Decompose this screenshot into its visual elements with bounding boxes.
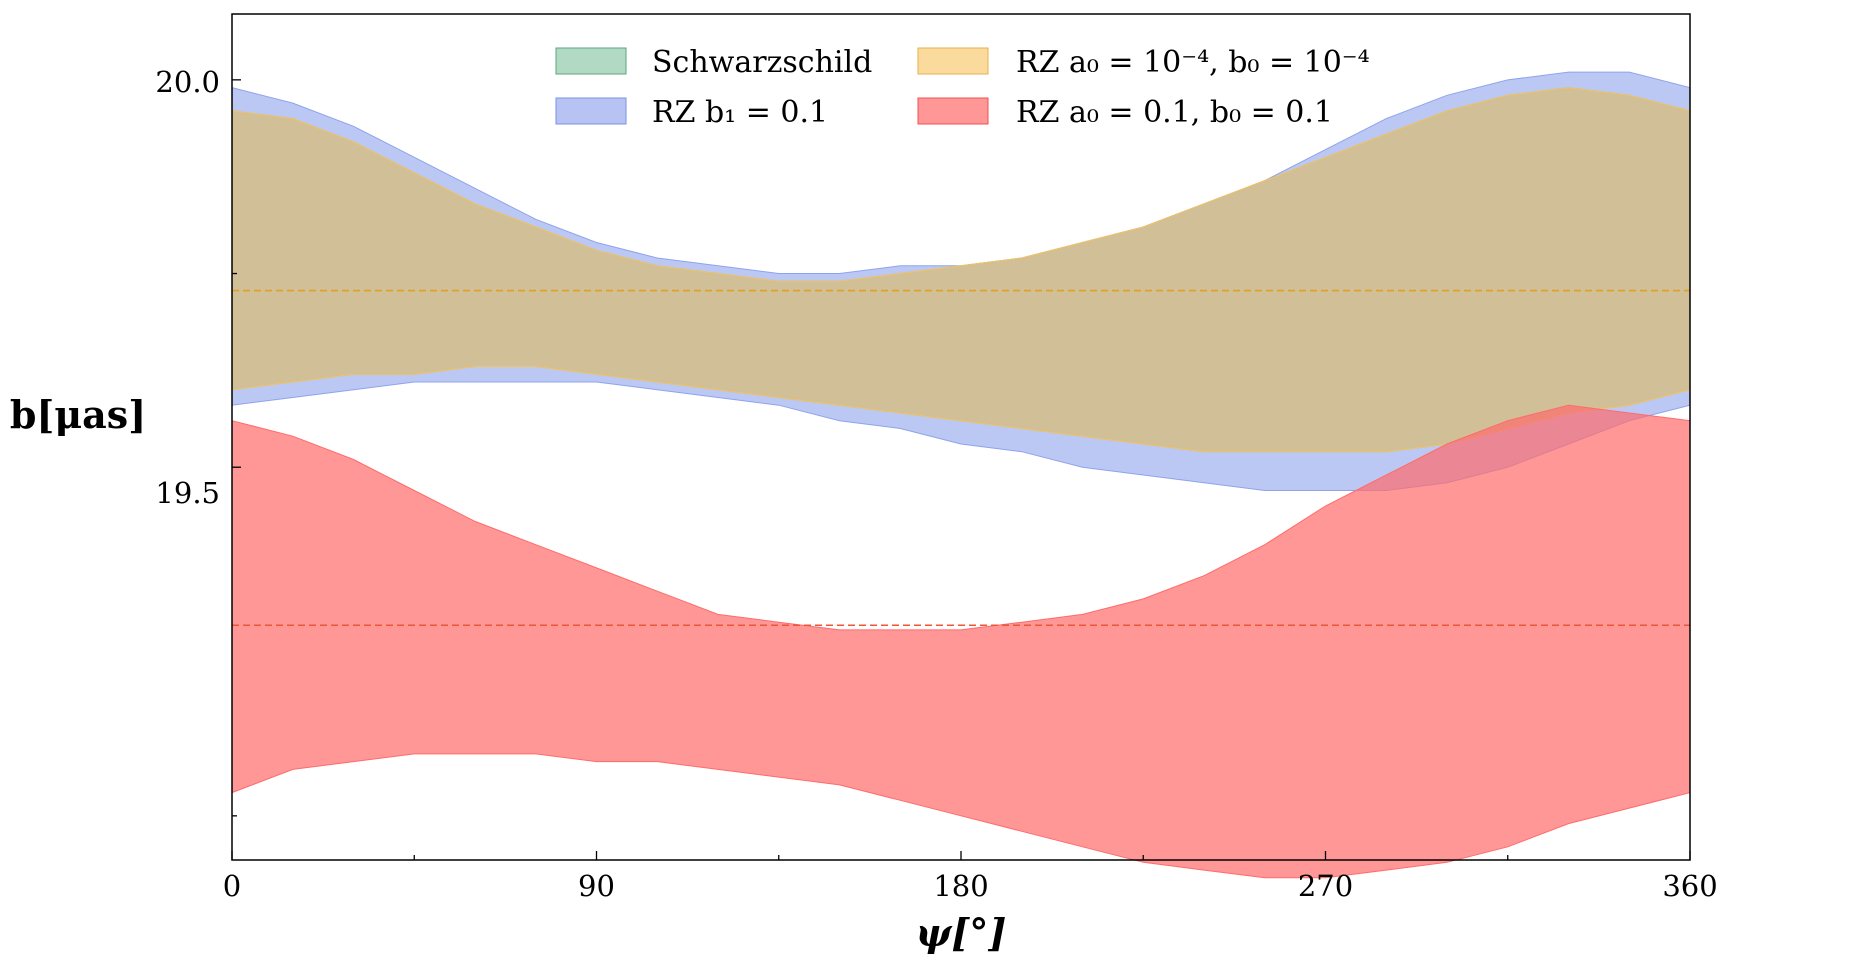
axis-ticks — [231, 79, 1691, 860]
x-tick-label: 180 — [933, 869, 988, 903]
band-rz-a0-10-4-b0-10-4 — [231, 87, 1691, 453]
legend-label-rz-a0-1e-4: RZ a₀ = 10⁻⁴, b₀ = 10⁻⁴ — [1016, 45, 1370, 80]
legend-swatch-rz-a0-0.1 — [917, 97, 989, 125]
x-tick-label: 270 — [1298, 869, 1353, 903]
mean-lines — [232, 289, 1690, 627]
legend-label-schwarzschild: Schwarzschild — [652, 45, 872, 80]
legend-swatch-schwarzschild — [555, 47, 627, 75]
y-tick-label: 20.0 — [155, 65, 220, 99]
legend-swatch-rz-b1 — [555, 97, 627, 125]
x-axis-label: ψ[°] — [916, 910, 1007, 955]
legend-label-rz-a0-0.1: RZ a₀ = 0.1, b₀ = 0.1 — [1016, 95, 1333, 130]
legend: Schwarzschild RZ b₁ = 0.1 RZ a₀ = 10⁻⁴, … — [555, 45, 1370, 130]
x-tick-labels: 0 90 180 270 360 — [223, 869, 1718, 903]
x-tick-label: 90 — [578, 869, 615, 903]
x-tick-label: 0 — [223, 869, 241, 903]
bands — [231, 71, 1691, 879]
legend-swatch-rz-a0-1e-4 — [917, 47, 989, 75]
legend-label-rz-b1: RZ b₁ = 0.1 — [652, 95, 828, 130]
band-rz-a0-0-1-b0-0-1 — [231, 404, 1691, 879]
y-tick-labels: 19.5 20.0 — [155, 65, 220, 510]
x-tick-label: 360 — [1662, 869, 1717, 903]
y-tick-label: 19.5 — [155, 476, 220, 510]
y-axis-label: b[μas] — [10, 392, 146, 437]
